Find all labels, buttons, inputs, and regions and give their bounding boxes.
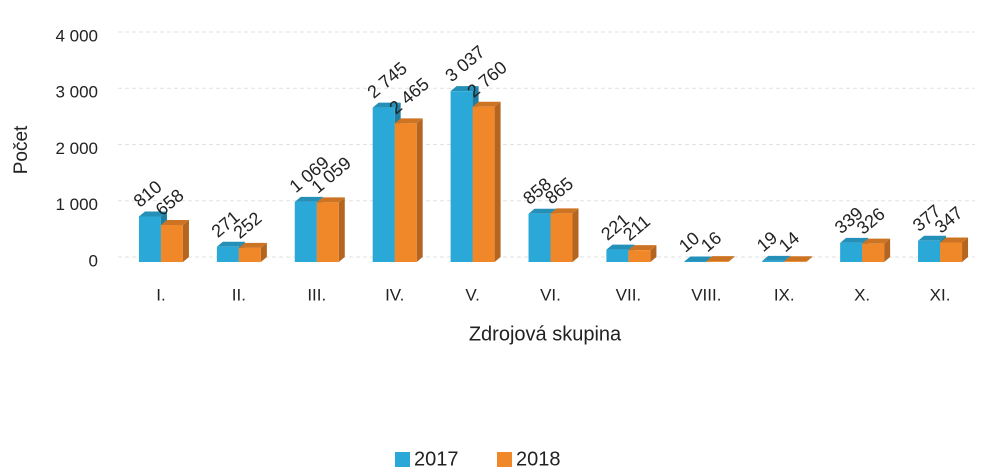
bar-top (784, 256, 813, 262)
x-tick-label: II. (232, 285, 246, 304)
bar (862, 243, 885, 262)
bar (706, 261, 729, 262)
bar-side (650, 245, 657, 262)
bar (160, 224, 183, 262)
bar (606, 249, 629, 262)
bar-top (138, 211, 167, 217)
bar (684, 261, 707, 262)
bar-top (706, 256, 735, 262)
bar-side (182, 219, 189, 262)
y-tick-label: 1 000 (55, 195, 98, 214)
bar-side (572, 208, 579, 262)
bar-top (450, 86, 479, 92)
bar-top (550, 208, 579, 214)
bar (450, 91, 473, 262)
legend-label: 2018 (516, 448, 561, 470)
x-tick-label: VI. (540, 285, 561, 304)
x-tick-label: IX. (774, 285, 795, 304)
bar-side (884, 238, 891, 262)
value-label: 865 (541, 173, 577, 208)
bar (628, 250, 651, 262)
y-tick-label: 2 000 (55, 139, 98, 158)
x-tick-label: XI. (930, 285, 951, 304)
bar-side (260, 242, 267, 262)
bar-top (918, 235, 947, 241)
bar-top (628, 245, 657, 251)
legend-label: 2017 (414, 448, 459, 470)
x-tick-label: III. (307, 285, 326, 304)
bar-top (316, 197, 345, 203)
legend-swatch (497, 452, 512, 467)
bar (238, 247, 261, 262)
bar-side (338, 197, 345, 262)
bar-top (394, 118, 423, 124)
bar-top (238, 242, 267, 248)
bar-side (806, 256, 813, 262)
bar (784, 261, 807, 262)
bar-top (472, 101, 501, 107)
bar (138, 216, 161, 262)
x-tick-label: VII. (616, 285, 642, 304)
bar-side (494, 101, 501, 262)
value-label: 16 (697, 228, 725, 256)
bar (762, 260, 785, 262)
y-axis-title: Počet (11, 125, 32, 174)
bar-top (762, 255, 791, 261)
bar-side (416, 118, 423, 262)
bar (472, 106, 495, 262)
bar-top (216, 241, 245, 247)
bar-top (606, 244, 635, 250)
x-tick-label: X. (854, 285, 870, 304)
bar-top (528, 208, 557, 214)
bar (840, 242, 863, 262)
bar (294, 201, 317, 262)
bar (940, 242, 963, 262)
bar (528, 213, 551, 262)
x-tick-label: VIII. (691, 285, 721, 304)
bar-side (962, 237, 969, 262)
bar-top (862, 238, 891, 244)
bar (372, 107, 395, 262)
value-label: 14 (775, 228, 803, 256)
bar (316, 202, 339, 262)
x-tick-label: IV. (385, 285, 404, 304)
x-tick-label: V. (465, 285, 480, 304)
bar (216, 246, 239, 262)
y-tick-label: 4 000 (55, 26, 98, 45)
bar-top (940, 237, 969, 243)
bar (550, 213, 573, 262)
y-tick-label: 3 000 (55, 83, 98, 102)
bar-top (684, 256, 713, 262)
bar-top (372, 102, 401, 108)
bar-side (728, 256, 735, 262)
bar (918, 240, 941, 262)
legend-swatch (395, 452, 410, 467)
x-tick-label: I. (156, 285, 165, 304)
x-axis-title: Zdrojová skupina (469, 323, 622, 345)
y-tick-label: 0 (89, 251, 98, 270)
bar-top (160, 219, 189, 225)
bar-top (294, 196, 323, 202)
bar (394, 123, 417, 262)
bar-top (840, 237, 869, 243)
